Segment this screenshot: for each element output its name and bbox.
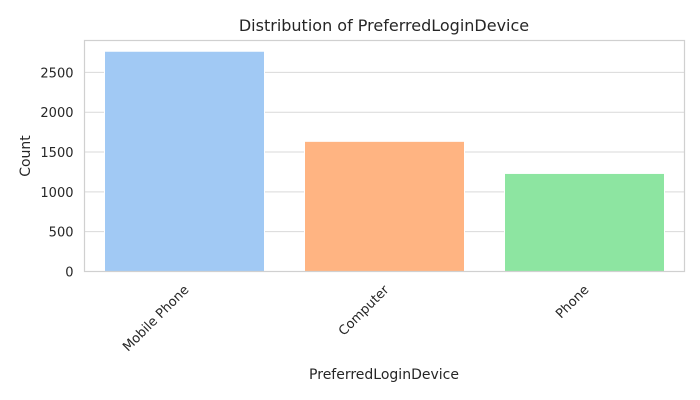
bar-mobile-phone	[104, 50, 265, 272]
y-tick-label: 2500	[40, 66, 73, 81]
y-axis-label: Count	[18, 135, 34, 177]
y-tick-label: 500	[49, 226, 74, 241]
x-axis-label: PreferredLoginDevice	[309, 367, 459, 383]
y-tick-label: 0	[65, 266, 73, 281]
y-tick-label: 1500	[40, 146, 73, 161]
x-tick-label: Computer	[336, 282, 393, 339]
bars	[104, 50, 665, 273]
x-tick-labels: Mobile Phone Computer Phone	[120, 282, 592, 355]
y-tick-label: 1000	[40, 186, 73, 201]
bar-computer	[304, 140, 465, 272]
y-tick-labels: 0 500 1000 1500 2000 2500	[40, 66, 73, 280]
plot-frame	[83, 39, 686, 273]
chart-title: Distribution of PreferredLoginDevice	[239, 16, 529, 35]
bar-phone	[504, 172, 665, 273]
x-tick-label: Mobile Phone	[120, 283, 192, 355]
y-tick-label: 2000	[40, 106, 73, 121]
x-tick-label: Phone	[553, 283, 592, 322]
